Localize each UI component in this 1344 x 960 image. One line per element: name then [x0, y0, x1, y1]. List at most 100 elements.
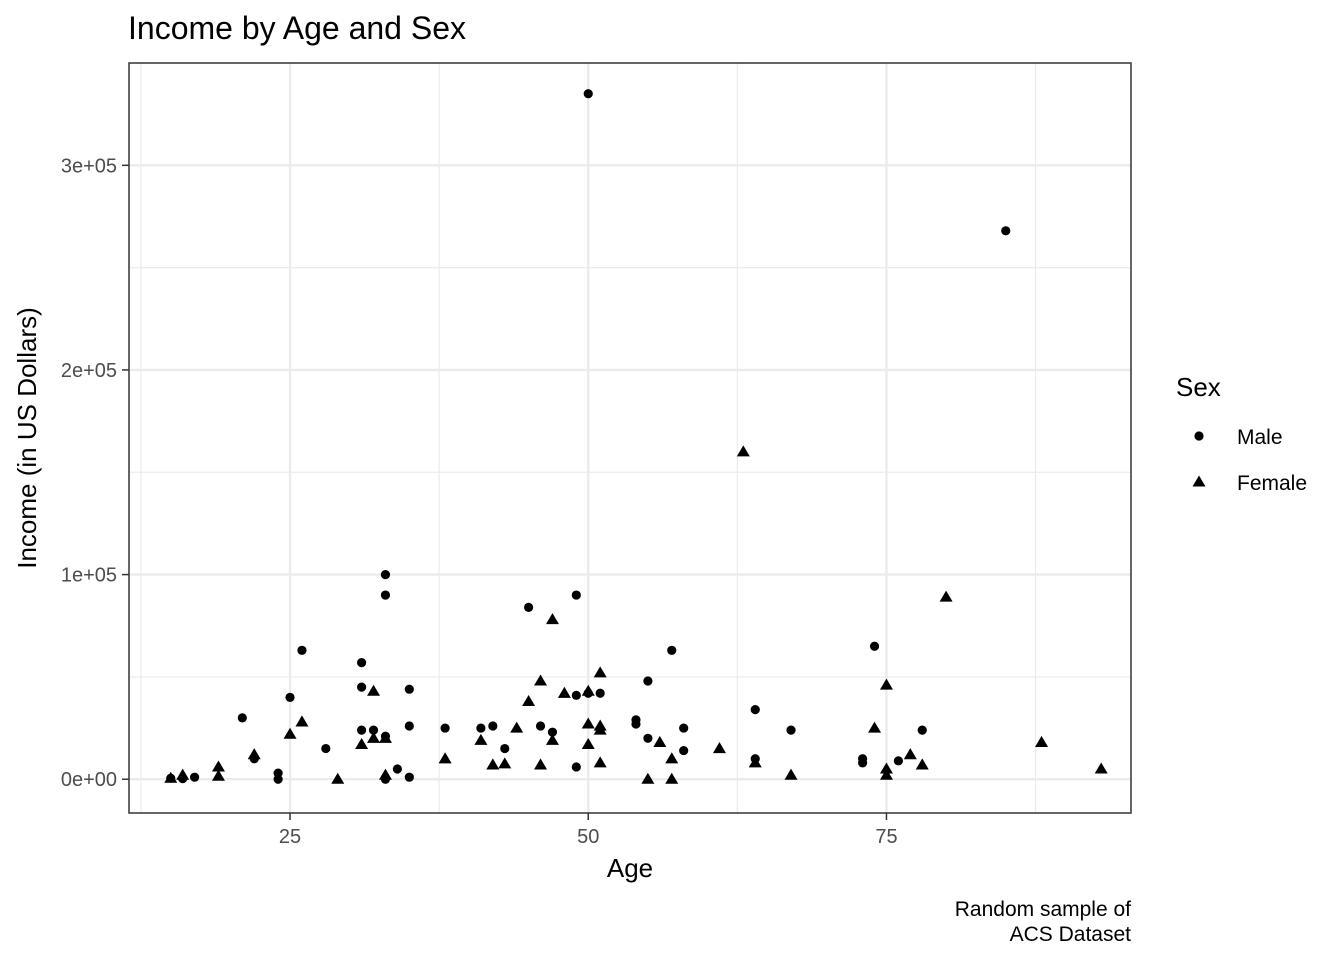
data-point-female	[748, 756, 762, 768]
caption: Random sample of ACS Dataset	[955, 898, 1131, 946]
data-point-female	[903, 748, 917, 760]
data-point-female	[557, 686, 571, 698]
data-point-male	[571, 690, 581, 700]
data-point-male	[476, 723, 486, 733]
data-point-female	[665, 772, 679, 784]
data-point-female	[581, 684, 595, 696]
data-point-male	[571, 762, 581, 772]
data-point-female	[295, 715, 309, 727]
data-point-male	[273, 774, 283, 784]
data-point-male	[524, 602, 534, 612]
data-point-female	[712, 742, 726, 754]
data-points	[164, 89, 1108, 784]
y-axis-label: Income (in US Dollars)	[12, 307, 42, 569]
x-tick-label: 25	[279, 826, 301, 848]
data-point-male	[500, 743, 510, 754]
data-point-male	[357, 682, 367, 692]
data-point-male	[858, 758, 868, 768]
y-tick-label: 1e+05	[61, 565, 117, 587]
data-point-female	[247, 748, 261, 760]
data-point-male	[1001, 226, 1011, 236]
data-point-male	[404, 772, 414, 782]
x-tick-label: 75	[875, 826, 897, 848]
data-point-female	[522, 694, 536, 707]
data-point-female	[378, 768, 392, 780]
data-point-female	[534, 758, 548, 770]
data-point-male	[392, 764, 402, 774]
data-point-male	[631, 719, 641, 729]
data-point-female	[879, 762, 893, 774]
data-point-female	[498, 757, 512, 769]
data-point-male	[404, 721, 414, 731]
legend-key-female-triangle	[1192, 475, 1206, 487]
data-point-female	[164, 771, 178, 783]
data-point-male	[488, 721, 498, 731]
legend-label-male: Male	[1237, 426, 1283, 449]
x-axis: 25 50 75	[279, 813, 898, 848]
data-point-female	[474, 733, 488, 745]
data-point-male	[190, 772, 200, 782]
data-point-male	[535, 721, 546, 731]
data-point-male	[917, 725, 927, 735]
data-point-male	[380, 569, 391, 580]
data-point-female	[438, 752, 452, 764]
data-point-female	[915, 758, 929, 770]
data-point-female	[879, 768, 893, 780]
data-point-female	[665, 752, 679, 764]
legend-title: Sex	[1176, 372, 1221, 402]
y-tick-label: 2e+05	[61, 360, 117, 382]
data-point-female	[355, 737, 369, 749]
data-point-female	[486, 758, 500, 770]
data-point-female	[211, 769, 225, 781]
data-point-female	[736, 445, 750, 457]
y-axis: 0e+00 1e+05 2e+05 3e+05	[61, 155, 129, 791]
data-point-female	[784, 768, 798, 780]
data-point-female	[593, 756, 607, 768]
data-point-female	[641, 772, 655, 784]
data-point-male	[368, 725, 379, 735]
legend: Sex Male Female	[1176, 372, 1307, 495]
data-point-female	[581, 737, 595, 749]
plot-panel	[128, 62, 1132, 814]
data-point-female	[367, 684, 381, 696]
data-point-female	[367, 731, 381, 743]
data-point-male	[321, 743, 331, 754]
data-point-female	[1035, 735, 1049, 747]
data-point-female	[653, 735, 667, 747]
data-point-male	[380, 590, 391, 600]
data-point-female	[1094, 762, 1108, 774]
data-point-male	[357, 657, 367, 668]
data-point-male	[285, 692, 295, 702]
data-point-male	[595, 688, 605, 698]
data-point-male	[643, 676, 653, 686]
data-point-female	[868, 721, 882, 733]
data-point-female	[545, 733, 559, 745]
data-point-male	[893, 756, 903, 766]
data-point-female	[879, 678, 893, 690]
data-point-female	[283, 727, 297, 739]
data-point-female	[545, 613, 559, 625]
data-point-male	[440, 723, 450, 733]
data-point-female	[176, 768, 190, 780]
y-tick-label: 3e+05	[61, 155, 117, 177]
data-point-male	[679, 723, 689, 733]
x-tick-label: 50	[577, 826, 599, 848]
caption-line-1: Random sample of	[955, 898, 1131, 921]
chart-title: Income by Age and Sex	[128, 10, 466, 46]
data-point-male	[357, 725, 367, 735]
data-point-female	[378, 731, 392, 743]
data-point-male	[571, 590, 581, 600]
x-axis-label: Age	[607, 853, 653, 883]
data-point-male	[297, 645, 307, 655]
data-point-male	[237, 713, 247, 723]
legend-label-female: Female	[1237, 472, 1307, 495]
data-point-male	[404, 684, 414, 694]
minor-gridlines	[129, 63, 1131, 813]
data-point-male	[643, 733, 653, 743]
data-point-female	[593, 723, 607, 735]
data-point-female	[593, 666, 607, 678]
data-point-female	[581, 717, 595, 729]
caption-line-2: ACS Dataset	[1010, 923, 1132, 946]
data-point-male	[667, 645, 677, 655]
